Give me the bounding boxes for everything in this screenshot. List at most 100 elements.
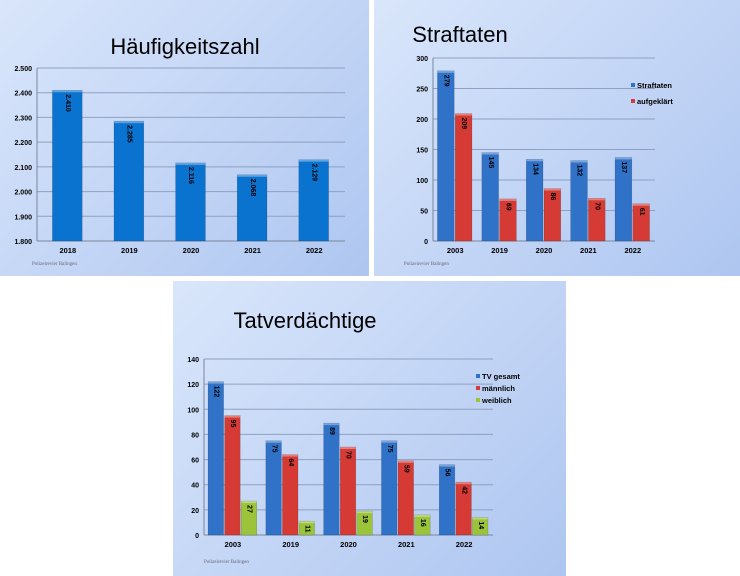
- bar-highlight: [398, 460, 414, 463]
- bar-highlight: [340, 447, 356, 449]
- legend-label: Straftaten: [637, 81, 672, 90]
- y-tick-label: 150: [416, 148, 428, 155]
- bar: [614, 157, 633, 242]
- data-label: 70: [345, 451, 352, 459]
- chart-title: Häufigkeitszahl: [110, 34, 260, 59]
- y-tick-label: 80: [191, 432, 199, 439]
- y-tick-label: 140: [187, 357, 199, 364]
- bar-highlight: [356, 511, 373, 514]
- data-label: 56: [444, 469, 451, 477]
- bar: [454, 113, 473, 242]
- data-label: 137: [620, 161, 627, 173]
- data-label: 59: [402, 465, 409, 473]
- y-tick-label: 50: [420, 209, 428, 216]
- data-label: 95: [229, 420, 236, 428]
- x-tick-label: 2018: [59, 246, 76, 255]
- y-tick-label: 120: [187, 382, 199, 389]
- bar: [113, 120, 145, 242]
- bar-highlight: [526, 159, 543, 162]
- bar-highlight: [298, 159, 329, 162]
- bar-highlight: [237, 174, 267, 177]
- bar-highlight: [323, 423, 340, 426]
- x-tick-label: 2022: [456, 540, 473, 549]
- y-tick-label: 1.900: [14, 214, 32, 221]
- data-label: 2.410: [64, 94, 71, 112]
- chart-title: Tatverdächtige: [233, 308, 377, 333]
- bar: [282, 454, 299, 536]
- bar-highlight: [52, 90, 83, 93]
- data-label: 75: [386, 445, 393, 453]
- bar: [570, 160, 588, 242]
- bar: [414, 514, 431, 536]
- x-tick-label: 2019: [491, 246, 508, 255]
- bar-highlight: [208, 381, 224, 384]
- bar: [543, 188, 562, 242]
- data-label: 89: [328, 427, 335, 435]
- y-tick-label: 300: [416, 56, 428, 63]
- data-label: 70: [593, 202, 600, 210]
- x-tick-label: 2019: [282, 540, 299, 549]
- y-tick-label: 60: [191, 458, 199, 465]
- x-tick-label: 2021: [398, 540, 415, 549]
- data-label: 14: [477, 521, 484, 529]
- bar-highlight: [224, 415, 241, 418]
- bar-highlight: [282, 454, 298, 457]
- x-tick-label: 2020: [183, 246, 200, 255]
- bar-highlight: [455, 113, 472, 116]
- bar: [240, 500, 258, 536]
- bar-highlight: [175, 162, 206, 165]
- x-tick-label: 2021: [580, 246, 597, 255]
- y-tick-label: 0: [424, 239, 428, 246]
- data-label: 27: [246, 505, 253, 513]
- legend-label: weiblich: [481, 396, 512, 405]
- y-tick-label: 2.300: [14, 115, 32, 122]
- y-tick-label: 100: [187, 407, 199, 414]
- y-tick-label: 250: [416, 87, 428, 94]
- bar: [298, 159, 329, 242]
- data-label: 64: [287, 459, 294, 467]
- chart-tatverdaechtige: 0 20 40 60 80 100 120 140 2003 122 95 27 2019 75 64 11 2…: [187, 357, 520, 549]
- bar-highlight: [544, 188, 561, 191]
- bar-highlight: [439, 464, 455, 467]
- bar: [588, 198, 606, 242]
- x-tick-label: 2022: [624, 246, 641, 255]
- data-label: 86: [549, 193, 556, 201]
- bar-highlight: [499, 198, 517, 201]
- y-tick-label: 2.400: [14, 91, 32, 98]
- bar: [356, 510, 373, 536]
- x-tick-label: 2019: [121, 246, 138, 255]
- data-label: 279: [442, 75, 449, 87]
- bar-highlight: [588, 198, 606, 201]
- y-tick-label: 20: [191, 508, 199, 515]
- chart-haeufigkeitszahl: 1.800 1.900 2.000 2.100 2.200 2.300 2.400 2.500…: [14, 66, 345, 255]
- bar: [381, 440, 398, 536]
- bar: [438, 464, 456, 536]
- data-label: 122: [212, 386, 219, 398]
- data-label: 69: [505, 203, 512, 211]
- bar-highlight: [114, 121, 144, 124]
- bar: [397, 460, 414, 536]
- x-tick-label: 2021: [244, 246, 261, 255]
- bar: [339, 446, 357, 536]
- chart-panel-tatverdaechtige: Tatverdächtige 0 20 40 60 80 100 120 140 2003 122…: [173, 281, 566, 576]
- y-tick-label: 2.000: [14, 190, 32, 197]
- bar: [323, 422, 340, 536]
- bar: [499, 198, 517, 242]
- legend-swatch: [476, 386, 480, 390]
- bar: [298, 520, 315, 536]
- chart-straftaten: 0 50 100 150 200 250 300 2003 279 209 2019 145 69 202…: [416, 56, 673, 255]
- y-tick-label: 2.100: [14, 165, 32, 172]
- bar: [236, 174, 268, 242]
- x-tick-label: 2020: [536, 246, 553, 255]
- data-label: 61: [638, 208, 645, 216]
- data-label: 132: [576, 164, 583, 176]
- y-tick-label: 40: [191, 483, 199, 490]
- x-tick-label: 2003: [447, 246, 464, 255]
- legend-swatch: [631, 83, 635, 87]
- bar: [472, 517, 489, 536]
- footer-text: Polizeirevier Balingen: [204, 560, 249, 565]
- x-tick-label: 2022: [306, 246, 323, 255]
- bar-highlight: [241, 501, 257, 504]
- legend-label: männlich: [482, 384, 515, 393]
- bar: [265, 440, 282, 536]
